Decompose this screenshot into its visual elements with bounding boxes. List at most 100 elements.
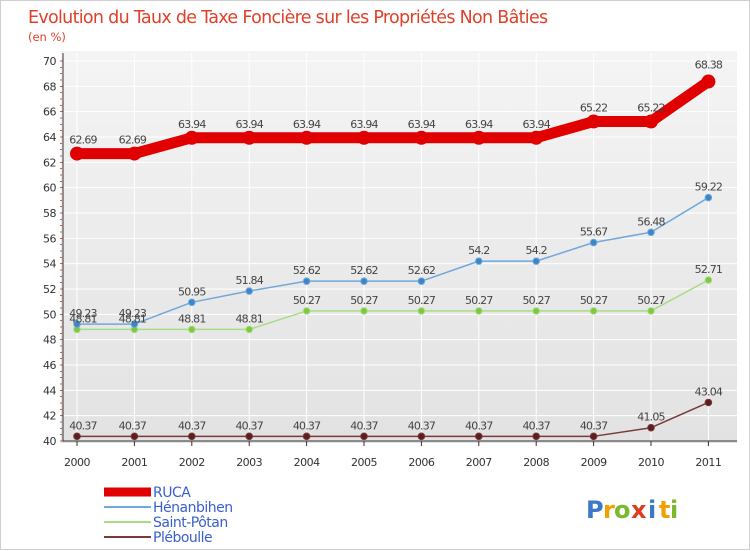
logo-letter: x <box>631 496 647 524</box>
data-label: 63.94 <box>178 118 206 131</box>
data-point <box>644 114 658 129</box>
y-tick-label: 54 <box>43 258 56 271</box>
data-label: 40.37 <box>408 419 436 432</box>
series-1 <box>73 193 713 328</box>
data-label: 52.62 <box>293 264 321 277</box>
y-tick-label: 42 <box>43 410 56 423</box>
data-point <box>475 432 483 441</box>
data-label: 62.69 <box>119 134 147 147</box>
data-point <box>471 130 486 145</box>
data-label: 50.27 <box>465 294 493 307</box>
data-label: 54.2 <box>526 244 547 257</box>
y-tick-label: 70 <box>43 55 56 68</box>
data-label: 52.62 <box>350 264 378 277</box>
data-point <box>245 325 253 334</box>
data-label: 59.22 <box>695 181 723 194</box>
x-tick-label: 2005 <box>351 456 377 469</box>
data-point <box>360 277 368 285</box>
y-tick-label: 48 <box>43 334 56 347</box>
data-point <box>589 307 598 315</box>
data-label: 63.94 <box>408 118 436 131</box>
data-label: 43.04 <box>695 385 723 398</box>
series-line <box>71 76 714 160</box>
data-point <box>417 307 426 315</box>
y-tick-label: 66 <box>43 106 56 119</box>
y-tick-label: 56 <box>43 232 56 245</box>
logo-letter: P <box>586 496 604 524</box>
data-label: 40.37 <box>350 419 378 432</box>
x-tick-label: 2004 <box>294 456 320 469</box>
data-label: 40.37 <box>235 419 263 432</box>
data-label: 63.94 <box>235 118 263 131</box>
data-label: 50.27 <box>408 294 436 307</box>
data-label: 50.27 <box>522 294 550 307</box>
data-label: 62.69 <box>69 134 97 147</box>
logo-letter: o <box>614 496 631 524</box>
series-2 <box>73 276 713 334</box>
data-label: 40.37 <box>178 419 206 432</box>
legend-label: RUCA <box>153 485 191 501</box>
data-point <box>302 277 311 285</box>
y-tick-label: 58 <box>43 207 56 220</box>
x-tick-label: 2006 <box>408 456 434 469</box>
data-label: 51.84 <box>235 274 263 287</box>
series-line <box>76 196 710 325</box>
data-label: 65.22 <box>580 102 608 115</box>
data-label: 63.94 <box>522 118 550 131</box>
chart-subtitle: (en %) <box>28 30 66 44</box>
data-label: 48.81 <box>69 312 97 325</box>
data-label: 49.23 <box>119 307 147 320</box>
data-label: 52.62 <box>408 264 436 277</box>
data-label: 48.81 <box>235 312 263 325</box>
series-line <box>76 401 710 438</box>
data-label: 52.71 <box>695 263 723 276</box>
data-point <box>73 432 81 441</box>
legend-label: Hénanbihen <box>153 500 233 516</box>
data-point <box>188 325 196 334</box>
data-label: 40.37 <box>293 419 321 432</box>
data-point <box>188 298 196 307</box>
data-point <box>302 307 311 315</box>
series-line <box>76 279 710 331</box>
data-label: 54.2 <box>468 244 489 257</box>
data-point <box>475 257 483 265</box>
data-point <box>70 146 84 161</box>
data-point <box>532 307 541 315</box>
data-label: 56.48 <box>637 215 665 228</box>
data-point <box>647 228 655 237</box>
data-label: 40.37 <box>465 419 493 432</box>
data-point <box>414 130 429 145</box>
data-point <box>130 320 139 328</box>
x-tick-label: 2003 <box>236 456 262 469</box>
data-point <box>188 432 196 441</box>
data-point <box>475 307 483 315</box>
data-point <box>127 146 142 161</box>
y-tick-label: 68 <box>43 80 56 93</box>
data-label: 48.81 <box>119 312 147 325</box>
series-layer: 62.69 62.69 63.94 63.94 63.94 63.94 63.94 63.94… <box>69 59 724 441</box>
data-point <box>704 193 713 202</box>
series-0 <box>70 74 716 161</box>
data-point <box>417 432 426 441</box>
x-tick-label: 2010 <box>638 456 664 469</box>
x-tick-label: 2007 <box>466 456 492 469</box>
data-label: 50.27 <box>350 294 378 307</box>
data-point <box>130 432 139 441</box>
data-point <box>589 238 598 247</box>
legend-label: Pléboulle <box>153 530 212 546</box>
x-tick-label: 2011 <box>695 456 721 469</box>
x-tick-label: 2000 <box>64 456 90 469</box>
logo-letter: r <box>603 496 615 524</box>
data-label: 49.23 <box>69 307 97 320</box>
data-label: 63.94 <box>350 118 378 131</box>
data-point <box>357 130 371 145</box>
y-tick-label: 44 <box>43 384 56 397</box>
y-tick-label: 60 <box>43 182 56 195</box>
axes: 40 42 44 46 48 50 52 54 56 58 60 62 64 66 68 70 2000 2001… <box>43 53 737 469</box>
y-tick-label: 46 <box>43 359 56 372</box>
data-point <box>647 423 655 432</box>
data-point <box>360 307 368 315</box>
labels-series-1: 49.23 49.23 50.95 51.84 52.62 52.62 52.62 54.2 5… <box>69 181 723 321</box>
data-point <box>704 398 713 407</box>
